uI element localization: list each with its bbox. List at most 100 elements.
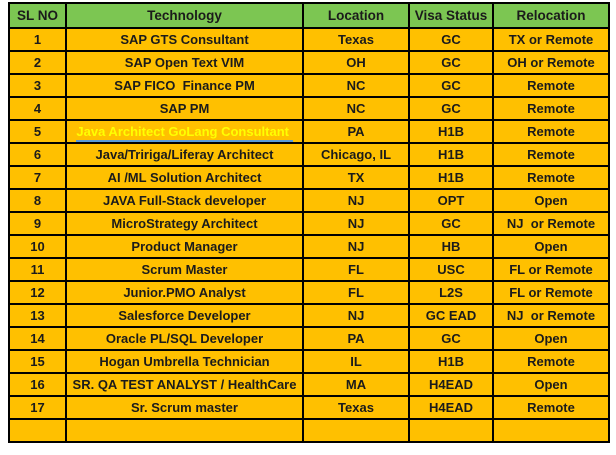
cell-technology: Sr. Scrum master [65, 395, 304, 420]
cell-relocation: Open [492, 372, 610, 397]
cell-sl-no: 17 [8, 395, 67, 420]
cell-relocation: Remote [492, 165, 610, 190]
table-row: 8 JAVA Full-Stack developer NJ OPT Open [8, 188, 610, 213]
cell-relocation: NJ or Remote [492, 211, 610, 236]
table-row: 16 SR. QA TEST ANALYST / HealthCare MA H4EA… [8, 372, 610, 397]
cell-visa-status: L2S [408, 280, 494, 305]
cell-location: NJ [302, 234, 410, 259]
cell-technology: SAP Open Text VIM [65, 50, 304, 75]
cell-relocation: Remote [492, 96, 610, 121]
cell-relocation: Open [492, 234, 610, 259]
cell-location: Chicago, IL [302, 142, 410, 167]
cell-location: FL [302, 280, 410, 305]
header-technology: Technology [65, 2, 304, 29]
cell-sl-no: 12 [8, 280, 67, 305]
table-body: 1 SAP GTS Consultant Texas GC TX or Remote 2 S… [8, 27, 610, 420]
cell-technology: SR. QA TEST ANALYST / HealthCare [65, 372, 304, 397]
table-row: 6 Java/Tririga/Liferay Architect Chicago, … [8, 142, 610, 167]
cell-sl-no: 10 [8, 234, 67, 259]
cell-sl-no: 4 [8, 96, 67, 121]
cell-location: NC [302, 73, 410, 98]
cell-visa-status: HB [408, 234, 494, 259]
cell-location: Texas [302, 27, 410, 52]
cell-visa-status: USC [408, 257, 494, 282]
cell-technology: Scrum Master [65, 257, 304, 282]
cell-location: NC [302, 96, 410, 121]
cell-location: NJ [302, 188, 410, 213]
cell-visa-status: GC EAD [408, 303, 494, 328]
table-row: 17 Sr. Scrum master Texas H4EAD Remote [8, 395, 610, 420]
cell-location: NJ [302, 211, 410, 236]
cell-sl-no: 13 [8, 303, 67, 328]
cell-sl-no: 11 [8, 257, 67, 282]
job-listings-table: SL NO Technology Location Visa Status Re… [8, 2, 610, 443]
table-body-clipped [8, 418, 610, 443]
cell-relocation: Remote [492, 349, 610, 374]
cell-location: OH [302, 50, 410, 75]
table-row: 2 SAP Open Text VIM OH GC OH or Remote [8, 50, 610, 75]
cell-visa-status: OPT [408, 188, 494, 213]
cell-technology: Oracle PL/SQL Developer [65, 326, 304, 351]
cell-technology: Java Architect GoLang Consultant [65, 119, 304, 144]
cell-technology: Junior.PMO Analyst [65, 280, 304, 305]
cell-sl-no: 16 [8, 372, 67, 397]
cell-relocation: Remote [492, 395, 610, 420]
cell-relocation: Remote [492, 119, 610, 144]
cell-technology: Product Manager [65, 234, 304, 259]
cell-location: IL [302, 349, 410, 374]
cell-visa-status: H1B [408, 119, 494, 144]
cell-visa-status: GC [408, 326, 494, 351]
table-row: 12 Junior.PMO Analyst FL L2S FL or Remote [8, 280, 610, 305]
cell-technology: AI /ML Solution Architect [65, 165, 304, 190]
cell-visa-status: GC [408, 96, 494, 121]
cell-technology: Java/Tririga/Liferay Architect [65, 142, 304, 167]
cell-location: TX [302, 165, 410, 190]
table-row: 10 Product Manager NJ HB Open [8, 234, 610, 259]
cell-visa-status: H1B [408, 349, 494, 374]
cell-sl-no: 2 [8, 50, 67, 75]
cell-sl-no: 9 [8, 211, 67, 236]
cell-relocation: OH or Remote [492, 50, 610, 75]
header-visa-status: Visa Status [408, 2, 494, 29]
cell-technology: SAP PM [65, 96, 304, 121]
technology-link[interactable]: Java Architect GoLang Consultant [76, 124, 293, 141]
cell-sl-no: 3 [8, 73, 67, 98]
table-row: 11 Scrum Master FL USC FL or Remote [8, 257, 610, 282]
cell-technology: JAVA Full-Stack developer [65, 188, 304, 213]
table-row: 9 MicroStrategy Architect NJ GC NJ or Remote [8, 211, 610, 236]
cell-technology: SAP FICO Finance PM [65, 73, 304, 98]
cell-visa-status: H4EAD [408, 395, 494, 420]
cell-sl-no: 8 [8, 188, 67, 213]
header-relocation: Relocation [492, 2, 610, 29]
cell-technology: MicroStrategy Architect [65, 211, 304, 236]
cell-relocation: Remote [492, 73, 610, 98]
cell-visa-status: GC [408, 73, 494, 98]
cell-technology: SAP GTS Consultant [65, 27, 304, 52]
cell-relocation: Remote [492, 142, 610, 167]
cell-technology: Hogan Umbrella Technician [65, 349, 304, 374]
cell-location: FL [302, 257, 410, 282]
cell-relocation: NJ or Remote [492, 303, 610, 328]
cell-technology: Salesforce Developer [65, 303, 304, 328]
header-location: Location [302, 2, 410, 29]
cell-visa-status: GC [408, 211, 494, 236]
cell-relocation: FL or Remote [492, 257, 610, 282]
cell-relocation: FL or Remote [492, 280, 610, 305]
partial-row-clipped [8, 418, 610, 443]
table-row: 4 SAP PM NC GC Remote [8, 96, 610, 121]
table-row: 15 Hogan Umbrella Technician IL H1B Remote [8, 349, 610, 374]
cell-visa-status: GC [408, 27, 494, 52]
cell-location: MA [302, 372, 410, 397]
header-row: SL NO Technology Location Visa Status Re… [8, 2, 610, 29]
table-row: 14 Oracle PL/SQL Developer PA GC Open [8, 326, 610, 351]
cell-visa-status: H1B [408, 142, 494, 167]
cell-visa-status: GC [408, 50, 494, 75]
cell-location: PA [302, 119, 410, 144]
cell-location: NJ [302, 303, 410, 328]
table-row: 3 SAP FICO Finance PM NC GC Remote [8, 73, 610, 98]
table-row: 13 Salesforce Developer NJ GC EAD NJ or Remo… [8, 303, 610, 328]
header-sl-no: SL NO [8, 2, 67, 29]
cell-visa-status: H1B [408, 165, 494, 190]
cell-sl-no: 6 [8, 142, 67, 167]
